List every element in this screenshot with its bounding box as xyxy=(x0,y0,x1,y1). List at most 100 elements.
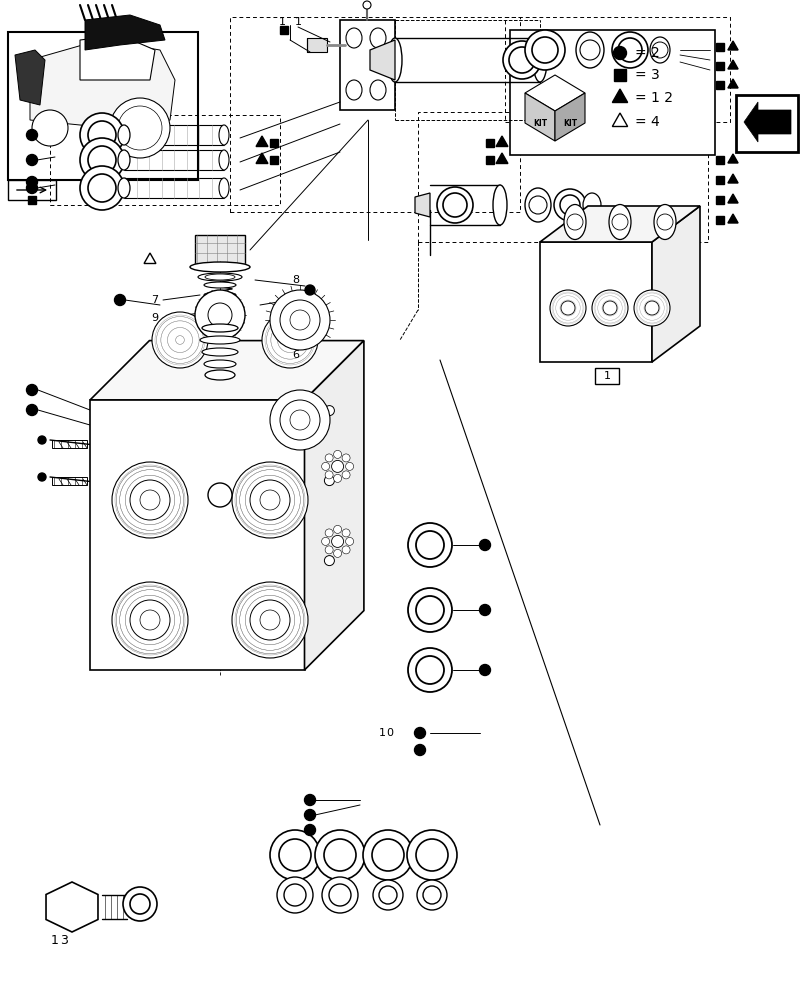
Circle shape xyxy=(443,193,467,217)
Bar xyxy=(307,38,327,52)
Bar xyxy=(195,235,245,265)
Ellipse shape xyxy=(370,80,386,100)
Circle shape xyxy=(88,174,116,202)
Circle shape xyxy=(140,490,160,510)
Circle shape xyxy=(322,462,330,470)
Circle shape xyxy=(415,744,426,756)
Circle shape xyxy=(305,285,315,295)
Ellipse shape xyxy=(198,273,242,281)
Circle shape xyxy=(322,537,330,545)
Circle shape xyxy=(532,37,558,63)
Circle shape xyxy=(416,531,444,559)
Ellipse shape xyxy=(204,360,236,368)
Ellipse shape xyxy=(346,28,362,48)
Circle shape xyxy=(416,839,448,871)
Circle shape xyxy=(270,390,330,450)
Circle shape xyxy=(329,884,351,906)
Circle shape xyxy=(123,887,157,921)
Ellipse shape xyxy=(204,282,236,288)
Circle shape xyxy=(80,113,124,157)
Ellipse shape xyxy=(583,193,601,217)
Bar xyxy=(270,139,278,147)
Circle shape xyxy=(408,648,452,692)
Bar xyxy=(736,95,798,152)
Circle shape xyxy=(503,41,541,79)
Bar xyxy=(505,17,730,122)
Polygon shape xyxy=(555,93,585,141)
Circle shape xyxy=(290,310,310,330)
Polygon shape xyxy=(80,35,155,80)
Polygon shape xyxy=(305,341,364,670)
Circle shape xyxy=(208,303,232,327)
Polygon shape xyxy=(415,193,430,217)
Circle shape xyxy=(322,877,358,913)
Polygon shape xyxy=(612,89,628,103)
Circle shape xyxy=(305,794,315,806)
Circle shape xyxy=(112,582,188,658)
Bar xyxy=(8,32,198,180)
Circle shape xyxy=(580,40,600,60)
Circle shape xyxy=(27,404,37,416)
Bar xyxy=(716,196,724,204)
Circle shape xyxy=(270,290,330,350)
Ellipse shape xyxy=(219,150,229,170)
Polygon shape xyxy=(85,15,165,50)
Ellipse shape xyxy=(118,150,130,170)
Circle shape xyxy=(284,884,306,906)
Ellipse shape xyxy=(388,38,402,82)
Text: 1: 1 xyxy=(279,17,285,27)
Circle shape xyxy=(290,410,310,430)
Circle shape xyxy=(115,294,125,306)
Circle shape xyxy=(232,462,308,538)
Ellipse shape xyxy=(576,32,604,68)
Ellipse shape xyxy=(204,292,236,298)
Circle shape xyxy=(645,301,659,315)
Text: = 2: = 2 xyxy=(635,46,660,60)
Polygon shape xyxy=(90,400,305,670)
Ellipse shape xyxy=(200,336,240,344)
Circle shape xyxy=(88,121,116,149)
Circle shape xyxy=(363,830,413,880)
Circle shape xyxy=(408,523,452,567)
Bar xyxy=(340,20,395,110)
Polygon shape xyxy=(728,174,738,183)
Circle shape xyxy=(618,38,642,62)
Circle shape xyxy=(342,546,350,554)
Circle shape xyxy=(130,480,170,520)
Bar xyxy=(280,26,288,34)
Circle shape xyxy=(334,450,342,458)
Text: 1: 1 xyxy=(378,728,385,738)
Polygon shape xyxy=(652,206,700,362)
Bar xyxy=(716,216,724,224)
Circle shape xyxy=(27,154,37,165)
Text: 9: 9 xyxy=(151,313,158,323)
Text: = 3: = 3 xyxy=(635,68,660,82)
Polygon shape xyxy=(728,60,738,69)
Polygon shape xyxy=(540,206,700,242)
Ellipse shape xyxy=(202,348,238,356)
Bar xyxy=(716,81,724,89)
Circle shape xyxy=(479,604,490,615)
Circle shape xyxy=(325,471,333,479)
Polygon shape xyxy=(256,153,268,163)
Circle shape xyxy=(342,454,350,462)
Ellipse shape xyxy=(609,205,631,239)
Circle shape xyxy=(613,46,626,60)
Text: 1: 1 xyxy=(294,17,301,27)
Circle shape xyxy=(331,460,343,472)
Circle shape xyxy=(612,32,648,68)
Circle shape xyxy=(437,187,473,223)
Circle shape xyxy=(140,610,160,630)
Circle shape xyxy=(270,830,320,880)
Ellipse shape xyxy=(190,262,250,272)
Circle shape xyxy=(550,290,586,326)
Ellipse shape xyxy=(202,324,238,332)
Circle shape xyxy=(250,480,290,520)
Circle shape xyxy=(612,214,628,230)
Circle shape xyxy=(603,301,617,315)
Text: = 1 2: = 1 2 xyxy=(635,91,673,105)
Polygon shape xyxy=(30,40,175,130)
Ellipse shape xyxy=(370,28,386,48)
Ellipse shape xyxy=(118,178,130,198)
Circle shape xyxy=(346,462,354,470)
